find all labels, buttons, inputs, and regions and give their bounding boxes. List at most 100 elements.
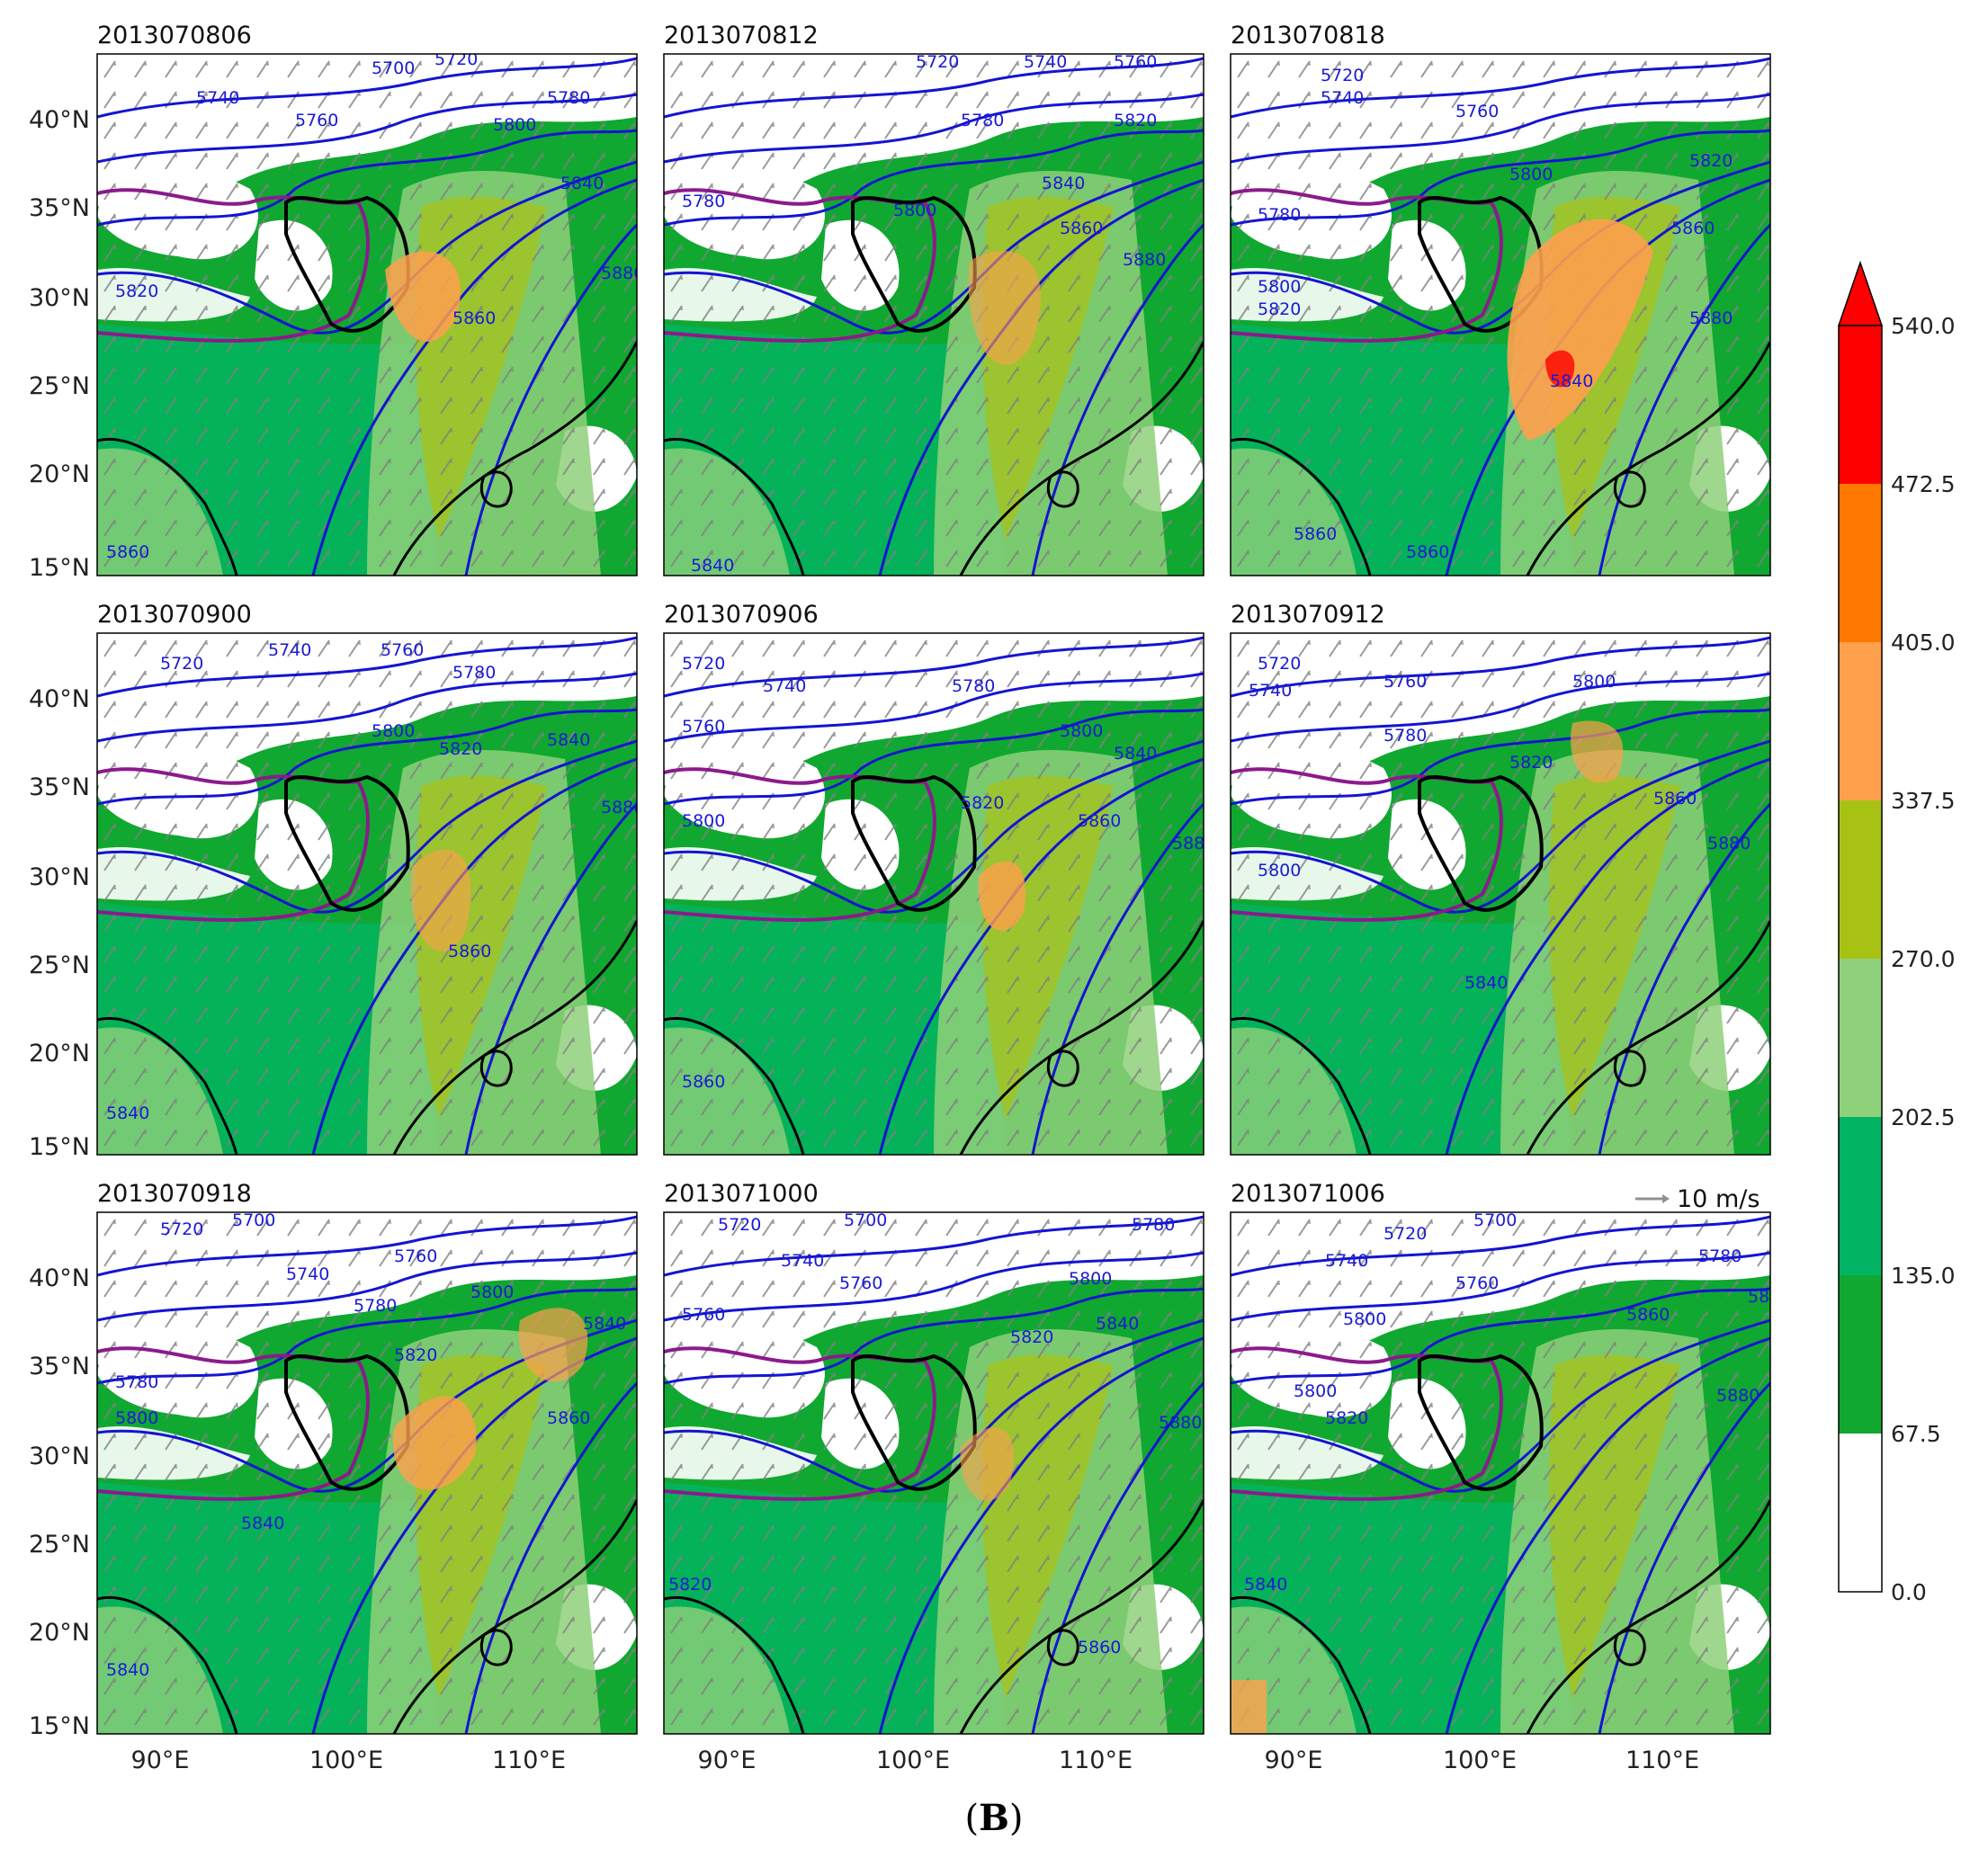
contour-label: 5820 — [1258, 299, 1301, 319]
contour-label: 5760 — [839, 1273, 882, 1293]
contour-label: 5820 — [1325, 1408, 1368, 1428]
colorbar-tick-label: 405.0 — [1891, 630, 1956, 656]
map-panel: 2013071006 5720 5700 5740 5760 5780 5800… — [1230, 1180, 1791, 1735]
panel-title: 2013070906 — [664, 601, 819, 629]
contour-label: 5840 — [106, 1103, 149, 1123]
contour-label: 5860 — [1626, 1305, 1670, 1325]
contour-label: 5820 — [961, 793, 1004, 813]
contour-label: 5760 — [295, 111, 338, 130]
lat-tick-label: 20°N — [29, 460, 90, 488]
colorbar-tick-label: 202.5 — [1891, 1104, 1956, 1130]
lat-tick-label: 25°N — [29, 372, 90, 400]
colorbar-tick-label: 337.5 — [1891, 788, 1956, 814]
contour-label: 5860 — [1294, 524, 1337, 544]
contour-label: 5740 — [1321, 88, 1364, 108]
contour-label: 5860 — [1671, 219, 1715, 238]
lon-tick-label: 100°E — [876, 1746, 950, 1774]
lat-tick-label: 40°N — [29, 685, 90, 713]
panel-title: 2013071000 — [664, 1180, 819, 1208]
contour-label: 5840 — [1550, 371, 1593, 391]
contour-label: 5820 — [1509, 753, 1553, 773]
contour-label: 5840 — [583, 1314, 626, 1334]
contour-label: 5840 — [241, 1514, 284, 1533]
colorbar-tick-label: 472.5 — [1891, 471, 1956, 497]
contour-label: 5820 — [115, 281, 158, 301]
contour-label: 5740 — [781, 1251, 824, 1271]
contour-label: 5800 — [1258, 861, 1301, 880]
contour-label: 5720 — [434, 49, 478, 69]
contour-label: 5880 — [1123, 250, 1166, 270]
contour-label: 5780 — [115, 1372, 158, 1392]
colorbar-tick-label: 540.0 — [1891, 313, 1956, 339]
contour-label: 5820 — [439, 739, 482, 759]
contour-label: 5880 — [1172, 834, 1215, 853]
contour-label: 5760 — [394, 1246, 437, 1266]
lat-tick-label: 35°N — [29, 773, 90, 801]
contour-label: 5820 — [668, 1575, 712, 1594]
lat-tick-label: 30°N — [29, 284, 90, 312]
lat-tick-label: 25°N — [29, 1531, 90, 1559]
longitude-axis: 90°E 100°E 110°E 90°E 100°E 110°E 90°E 1… — [131, 1746, 1700, 1774]
lon-tick-label: 110°E — [492, 1746, 566, 1774]
contour-label: 5840 — [560, 174, 604, 193]
contour-label: 5800 — [1343, 1309, 1386, 1329]
lat-tick-label: 35°N — [29, 1353, 90, 1380]
contour-label: 5820 — [1010, 1327, 1053, 1347]
lat-tick-label: 40°N — [29, 106, 90, 134]
contour-label: 5880 — [1689, 308, 1733, 328]
map-panel: 2013070818 5720 5740 5760 5780 5800 5820… — [1230, 22, 1771, 576]
contour-label: 5860 — [1406, 542, 1449, 562]
lat-tick-label: 30°N — [29, 1443, 90, 1470]
contour-label: 5760 — [1384, 672, 1427, 692]
panel-title: 2013070806 — [97, 22, 252, 49]
contour-label: 5840 — [1096, 1314, 1139, 1334]
contour-label: 5720 — [718, 1215, 761, 1235]
contour-label: 5840 — [1748, 1287, 1791, 1307]
contour-label: 5860 — [106, 542, 149, 562]
contour-label: 5800 — [493, 115, 536, 135]
map-panel: 2013071000 5720 5700 5740 5760 5760 5780… — [663, 1180, 1204, 1735]
map-panel: 2013070918 5720 5700 5740 5760 5780 5800… — [96, 1180, 638, 1735]
lat-tick-label: 25°N — [29, 951, 90, 979]
map-panel: 2013070812 5720 5740 5760 5780 5780 5800… — [663, 22, 1204, 576]
contour-label: 5780 — [952, 676, 995, 696]
colorbar-tick-label: 270.0 — [1891, 946, 1956, 972]
wind-key-label: 10 m/s — [1677, 1185, 1760, 1213]
colorbar-tick-label: 67.5 — [1891, 1421, 1941, 1447]
lon-tick-label: 90°E — [131, 1746, 190, 1774]
contour-label: 5860 — [682, 1072, 725, 1092]
lat-tick-label: 40°N — [29, 1264, 90, 1292]
figure-caption: (B) — [964, 1797, 1023, 1839]
contour-label: 5780 — [961, 111, 1004, 130]
contour-label: 5720 — [682, 654, 725, 674]
contour-label: 5720 — [160, 1219, 203, 1239]
lat-tick-label: 20°N — [29, 1040, 90, 1067]
contour-label: 5800 — [1572, 672, 1616, 692]
contour-label: 5720 — [916, 52, 959, 72]
panel-title: 2013070918 — [97, 1180, 252, 1208]
contour-label: 5720 — [160, 654, 203, 674]
panel-title: 2013070818 — [1231, 22, 1385, 49]
contour-label: 5820 — [394, 1345, 437, 1365]
contour-label: 5780 — [547, 88, 590, 108]
contour-label: 5740 — [1024, 52, 1067, 72]
contour-label: 5700 — [372, 58, 415, 78]
lon-tick-label: 110°E — [1059, 1746, 1133, 1774]
contour-label: 5780 — [1384, 726, 1427, 746]
lon-tick-label: 90°E — [1265, 1746, 1323, 1774]
contour-label: 5860 — [1060, 219, 1103, 238]
contour-label: 5880 — [1716, 1386, 1760, 1406]
contour-label: 5840 — [106, 1660, 149, 1680]
contour-label: 5780 — [452, 663, 496, 683]
contour-label: 5740 — [1249, 681, 1292, 701]
contour-label: 5820 — [1689, 151, 1733, 171]
contour-label: 5700 — [232, 1210, 275, 1230]
contour-label: 5860 — [448, 942, 491, 961]
lat-tick-label: 30°N — [29, 863, 90, 891]
map-panel: 2013070912 5720 5740 5760 5780 5800 5820… — [1230, 601, 1771, 1156]
contour-label: 5840 — [1244, 1575, 1287, 1594]
contour-label: 5780 — [1698, 1246, 1742, 1266]
contour-label: 5740 — [286, 1264, 329, 1284]
lat-tick-label: 15°N — [29, 1133, 90, 1161]
